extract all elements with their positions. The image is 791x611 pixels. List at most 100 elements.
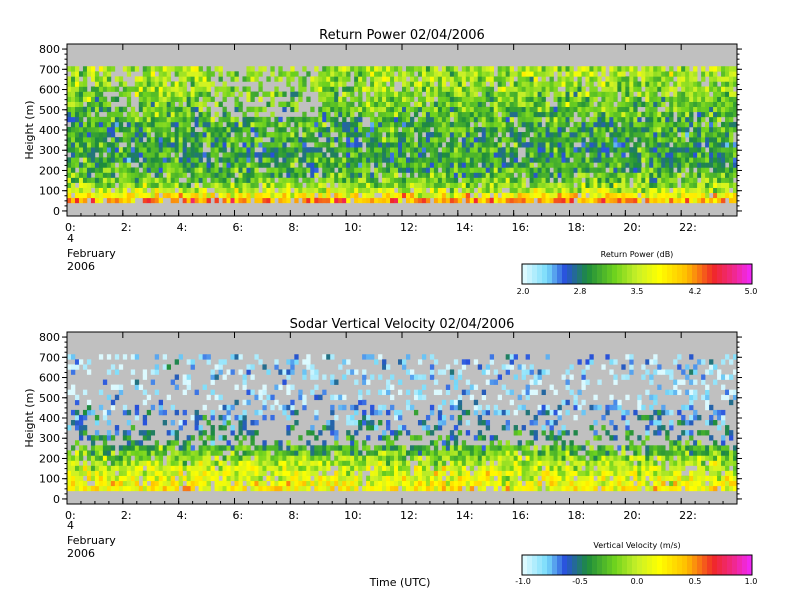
heatmap-cell (262, 485, 267, 492)
heatmap-cell (417, 197, 423, 204)
heatmap-cell (613, 162, 618, 168)
heatmap-cell (669, 106, 674, 113)
heatmap-cell (645, 71, 650, 77)
heatmap-cell (170, 197, 175, 204)
heatmap-cell (358, 187, 363, 194)
heatmap-cell (102, 121, 108, 128)
heatmap-cell (581, 142, 586, 148)
heatmap-cell (70, 187, 76, 194)
heatmap-cell (102, 132, 108, 138)
heatmap-cell (346, 101, 351, 108)
heatmap-cell (725, 66, 730, 72)
heatmap-cell (174, 485, 179, 492)
heatmap-cell (258, 359, 263, 365)
heatmap-cell (705, 172, 710, 178)
heatmap-cell (489, 137, 495, 143)
heatmap-cell (685, 106, 690, 113)
heatmap-cell (298, 167, 303, 173)
heatmap-cell (194, 409, 199, 416)
heatmap-cell (561, 101, 566, 108)
heatmap-cell (110, 116, 116, 123)
colorbar-swatch (622, 264, 628, 284)
heatmap-cell (709, 137, 714, 143)
heatmap-cell (202, 126, 207, 133)
heatmap-cell (342, 66, 347, 72)
heatmap-cell (433, 182, 439, 188)
heatmap-cell (302, 76, 307, 82)
heatmap-cell (649, 121, 654, 128)
heatmap-cell (581, 152, 586, 158)
heatmap-cell (445, 197, 451, 204)
heatmap-cell (174, 152, 179, 158)
heatmap-cell (433, 152, 439, 158)
heatmap-cell (342, 111, 347, 118)
heatmap-cell (497, 91, 502, 97)
heatmap-cell (649, 91, 654, 97)
heatmap-cell (437, 91, 443, 97)
heatmap-cell (338, 71, 343, 77)
heatmap-cell (286, 167, 291, 173)
heatmap-cell (278, 66, 283, 72)
heatmap-cell (146, 66, 152, 72)
heatmap-cell (254, 455, 259, 461)
heatmap-cell (222, 465, 227, 471)
heatmap-cell (473, 106, 479, 113)
heatmap-cell (697, 96, 702, 102)
heatmap-cell (250, 142, 255, 148)
heatmap-cell (286, 414, 291, 421)
heatmap-cell (713, 137, 718, 143)
heatmap-cell (226, 162, 231, 168)
heatmap-cell (545, 71, 550, 77)
heatmap-cell (286, 465, 291, 471)
heatmap-cell (126, 121, 132, 128)
heatmap-cell (122, 81, 128, 87)
heatmap-cell (202, 121, 207, 128)
heatmap-cell (262, 187, 267, 194)
heatmap-cell (425, 162, 431, 168)
heatmap-cell (717, 91, 722, 97)
heatmap-cell (110, 197, 116, 204)
heatmap-cell (282, 142, 287, 148)
heatmap-cell (449, 162, 455, 168)
heatmap-cell (457, 111, 463, 118)
heatmap-cell (437, 152, 443, 158)
heatmap-cell (342, 187, 347, 194)
heatmap-cell (162, 106, 167, 113)
heatmap-cell (409, 182, 415, 188)
heatmap-cell (429, 66, 435, 72)
heatmap-cell (246, 197, 251, 204)
heatmap-cell (162, 364, 167, 370)
heatmap-cell (266, 162, 271, 168)
heatmap-cell (366, 126, 371, 133)
x-tick-label: 16: (512, 221, 530, 234)
heatmap-cell (234, 475, 239, 482)
heatmap-cell (154, 76, 160, 82)
heatmap-cell (302, 192, 307, 199)
heatmap-cell (122, 177, 128, 183)
heatmap-cell (689, 157, 694, 163)
heatmap-cell (370, 121, 375, 128)
heatmap-cell (378, 106, 383, 113)
heatmap-cell (517, 142, 522, 148)
heatmap-cell (242, 420, 247, 426)
heatmap-cell (529, 116, 534, 123)
heatmap-cell (705, 187, 710, 194)
heatmap-cell (67, 132, 72, 138)
heatmap-cell (445, 147, 451, 153)
heatmap-cell (266, 177, 271, 183)
heatmap-cell (453, 147, 459, 153)
heatmap-cell (473, 96, 479, 102)
heatmap-cell (82, 425, 88, 431)
heatmap-cell (541, 142, 546, 148)
heatmap-cell (354, 132, 359, 138)
heatmap-cell (178, 157, 183, 163)
heatmap-cell (405, 86, 411, 92)
heatmap-cell (278, 470, 283, 476)
heatmap-cell (601, 137, 606, 143)
heatmap-cell (70, 475, 76, 482)
heatmap-cell (501, 172, 506, 178)
heatmap-cell (661, 187, 666, 194)
heatmap-cell (258, 192, 263, 199)
heatmap-cell (709, 121, 714, 128)
heatmap-cell (330, 91, 335, 97)
